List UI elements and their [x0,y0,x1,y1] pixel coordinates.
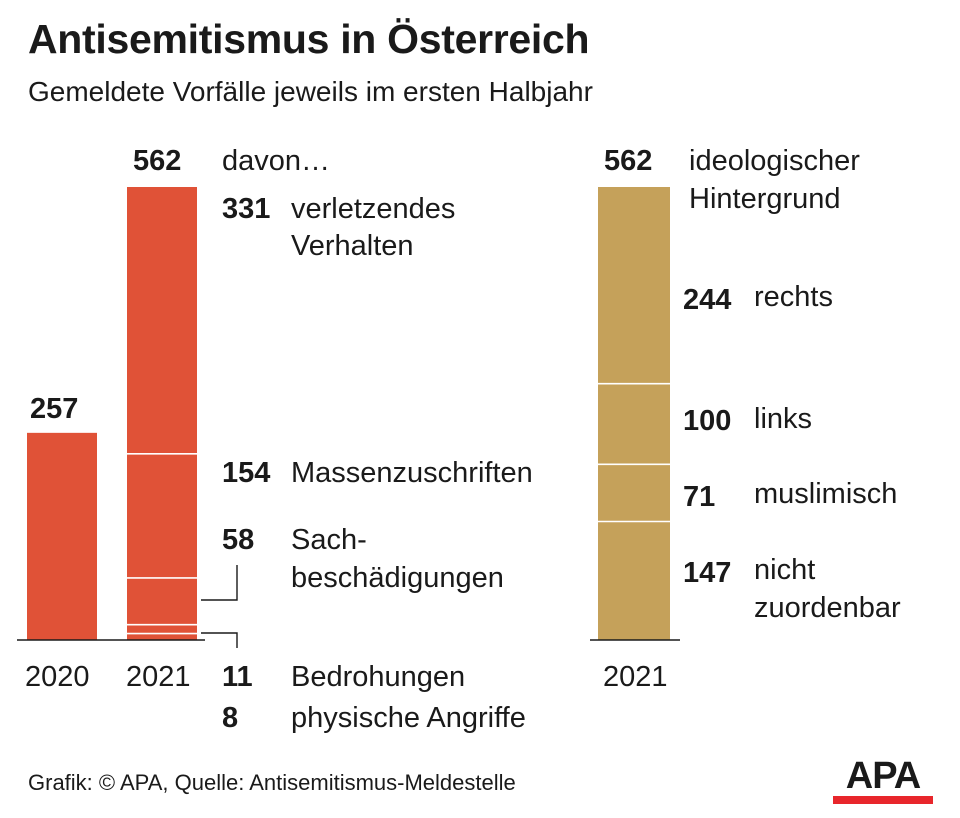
breakdown-label-331-line2: Verhalten [291,230,414,262]
tick-label-2020: 2020 [25,661,90,693]
bar-ideology-2021 [598,187,670,640]
breakdown-value-58: 58 [222,524,255,556]
leader-line-sachbeschaedigungen [201,565,238,601]
chart-title: Antisemitismus in Österreich [28,16,590,62]
bar-2021 [127,187,197,640]
breakdown-value-8: 8 [222,702,239,734]
ideology-value-244: 244 [683,284,732,316]
breakdown-label-154: Massenzuschriften [291,457,533,489]
ideology-label-100: links [754,403,813,435]
tick-label-2021: 2021 [126,661,191,693]
ideology-caption-line2: Hintergrund [689,183,841,215]
source-footer: Grafik: © APA, Quelle: Antisemitismus-Me… [28,770,516,795]
leader-line-bedrohungen [201,632,238,648]
ideology-label-147-line1: nicht [754,554,816,586]
breakdown-label-331-line1: verletzendes [291,193,456,225]
chart-subtitle: Gemeldete Vorfälle jeweils im ersten Hal… [28,76,593,107]
ideology-value-71: 71 [683,481,716,513]
breakdown-label-58-line1: Sach- [291,524,367,556]
value-label-2020: 257 [30,393,79,425]
ideology-label-71: muslimisch [754,478,898,510]
ideology-value-100: 100 [683,405,732,437]
breakdown-value-154: 154 [222,457,271,489]
apa-logo: APA [833,755,933,804]
breakdown-label-58-line2: beschädigungen [291,562,504,594]
ideology-label-147-line2: zuordenbar [754,592,901,624]
apa-logo-text: APA [845,755,921,797]
ideology-value-147: 147 [683,557,732,589]
breakdown-label-8: physische Angriffe [291,702,526,734]
ideology-tick-label-2021: 2021 [603,661,668,693]
breakdown-value-331: 331 [222,193,271,225]
breakdown-label-11: Bedrohungen [291,661,466,693]
bar-2020 [27,432,97,640]
breakdown-value-11: 11 [222,661,253,693]
ideology-label-244: rechts [754,281,833,313]
breakdown-header: davon… [222,145,331,177]
apa-logo-underline [833,796,933,804]
value-label-2021: 562 [133,145,182,177]
ideology-caption-line1: ideologischer [689,145,860,177]
ideology-total-label: 562 [604,145,653,177]
